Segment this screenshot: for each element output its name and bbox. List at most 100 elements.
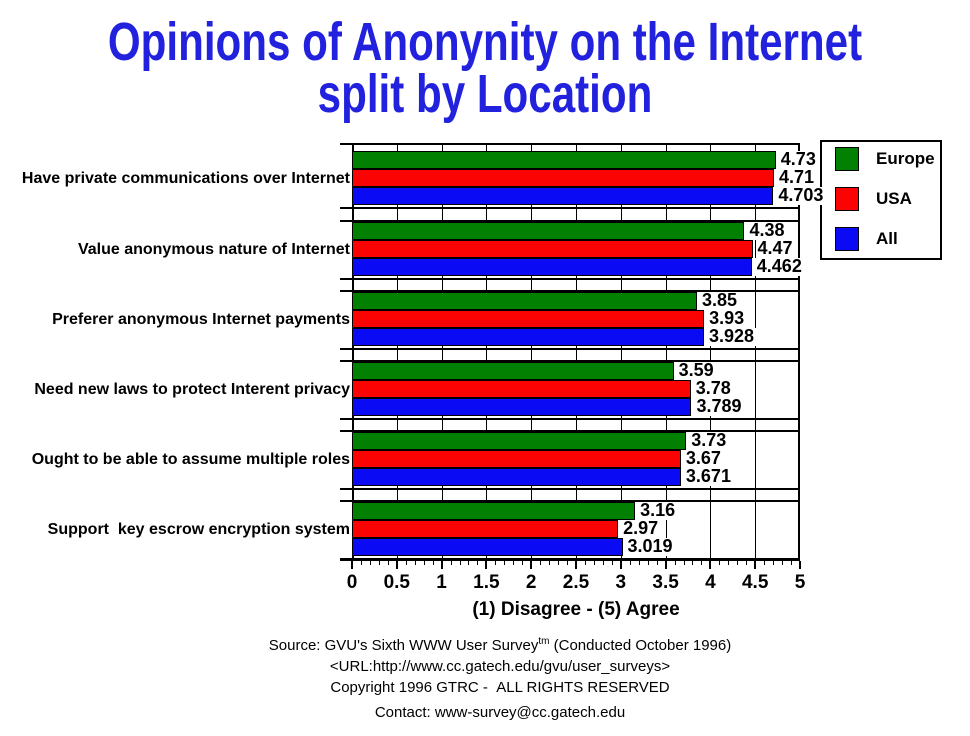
- category-label: Preferer anonymous Internet payments: [52, 311, 350, 328]
- bar-row: 4.71: [352, 168, 817, 187]
- x-axis-minor-tick: [674, 561, 676, 565]
- x-axis-minor-tick: [477, 561, 479, 565]
- x-axis-minor-tick: [405, 561, 407, 565]
- x-axis-minor-tick: [549, 561, 551, 565]
- x-axis-minor-tick: [764, 561, 766, 565]
- category-band: 4.73 4.71 4.703: [340, 143, 826, 209]
- category-band: 4.38 4.47 4.462: [340, 220, 804, 280]
- category-band: 3.73 3.67 3.671: [340, 430, 800, 490]
- x-axis-minor-tick: [450, 561, 452, 565]
- bar-value-label: 3.928: [706, 326, 756, 346]
- x-axis-major-tick: [351, 561, 353, 569]
- bar-europe: [352, 292, 697, 310]
- x-axis-tick-label: 3: [615, 572, 627, 593]
- bar-row: 3.67: [352, 449, 798, 468]
- legend-swatch-usa-icon: [835, 187, 859, 211]
- x-axis-minor-tick: [638, 561, 640, 565]
- footer-source: Source: GVU's Sixth WWW User Surveytm (C…: [30, 631, 970, 656]
- category-band: 3.85 3.93 3.928: [340, 290, 800, 350]
- bar-row: 3.671: [352, 466, 798, 486]
- chart-title-line1: Opinions of Anonynity on the Internet: [107, 12, 863, 72]
- bar-europe: [352, 222, 745, 240]
- x-axis-minor-tick: [629, 561, 631, 565]
- bar-row: 3.93: [352, 308, 798, 328]
- x-axis-major-tick: [799, 561, 801, 569]
- bar-row: 3.73: [352, 430, 798, 450]
- x-axis-tick-label: 4.5: [741, 572, 769, 593]
- footer-contact: Contact: www-survey@cc.gatech.edu: [374, 704, 626, 721]
- plot-right-border: [798, 143, 800, 560]
- bar-value-label: 3.73: [689, 430, 729, 450]
- legend-item-all: All: [835, 227, 898, 251]
- footer-copyright: Copyright 1996 GTRC - ALL RIGHTS RESERVE…: [330, 679, 670, 696]
- x-axis-minor-tick: [378, 561, 380, 565]
- bar-group: 3.85 3.93 3.928: [352, 290, 798, 346]
- x-axis-minor-tick: [593, 561, 595, 565]
- bar-all: [352, 398, 692, 416]
- x-axis-minor-tick: [567, 561, 569, 565]
- bar-row: 4.73: [352, 150, 818, 169]
- bar-europe: [352, 502, 636, 520]
- x-axis-tick-label: 4: [705, 572, 716, 593]
- x-axis-minor-tick: [387, 561, 389, 565]
- x-axis-major-tick: [664, 561, 667, 569]
- gridline: [441, 143, 443, 560]
- x-axis-major-tick: [754, 561, 757, 569]
- bar-usa: [352, 520, 619, 538]
- bar-value-label: 4.703: [776, 185, 826, 205]
- category-label: Need new laws to protect Interent privac…: [34, 381, 350, 398]
- x-axis-minor-tick: [773, 561, 775, 565]
- bar-value-label: 3.671: [683, 466, 733, 486]
- x-axis-minor-tick: [782, 561, 784, 565]
- x-axis-minor-tick: [558, 561, 560, 565]
- bar-all: [352, 187, 774, 205]
- category-band: 3.59 3.78 3.789: [340, 360, 800, 420]
- x-axis-tick-label: 1.5: [473, 572, 500, 593]
- x-axis-tick-label: 1: [436, 572, 447, 593]
- category-label: Value anonymous nature of Internet: [77, 241, 350, 258]
- x-axis-minor-tick: [540, 561, 542, 565]
- bar-value-label: 3.019: [625, 536, 675, 556]
- x-axis-minor-tick: [423, 561, 425, 565]
- x-axis-minor-tick: [791, 561, 793, 565]
- footer-source-date: (Conducted October 1996): [549, 637, 732, 654]
- bar-group: 3.73 3.67 3.671: [352, 430, 798, 486]
- x-axis-tick-label: 2: [525, 572, 537, 593]
- footer-url: <URL:http://www.cc.gatech.edu/gvu/user_s…: [329, 658, 671, 675]
- x-axis-minor-tick: [737, 561, 739, 565]
- legend-label-europe: Europe: [876, 149, 935, 168]
- bar-row: 3.019: [352, 536, 798, 556]
- bar-row: 2.97: [352, 519, 798, 538]
- x-axis-tick-label: 0: [346, 572, 358, 593]
- bar-row: 4.47: [352, 239, 798, 258]
- footer-source-tm: tm: [538, 636, 550, 647]
- legend: Europe USA All: [820, 140, 942, 260]
- bar-row: 4.462: [352, 257, 804, 276]
- bar-row: 3.59: [352, 361, 798, 380]
- bar-group: 4.73 4.71 4.703: [352, 150, 826, 205]
- x-axis-minor-tick: [719, 561, 721, 565]
- bar-group: 4.38 4.47 4.462: [352, 221, 804, 276]
- legend-swatch-europe-icon: [835, 147, 859, 171]
- x-axis-tick-label: 3.5: [652, 572, 679, 593]
- x-axis-minor-tick: [468, 561, 470, 565]
- bar-value-label: 3.93: [707, 308, 747, 328]
- bar-europe: [352, 151, 776, 169]
- gridline: [576, 143, 577, 560]
- legend-swatch-all-icon: [835, 227, 859, 251]
- legend-item-europe: Europe: [835, 147, 935, 171]
- x-axis-minor-tick: [656, 561, 658, 565]
- bar-row: 3.789: [352, 396, 798, 416]
- x-axis-tick-label: 5: [794, 572, 806, 593]
- bar-row: 3.16: [352, 501, 798, 520]
- x-axis-minor-tick: [584, 561, 586, 565]
- category-band: 3.16 2.97 3.019: [340, 500, 800, 560]
- gridline: [710, 143, 712, 560]
- category-label: Ought to be able to assume multiple role…: [31, 451, 350, 468]
- y-axis-line: [352, 143, 354, 560]
- bar-value-label: 3.789: [694, 396, 744, 416]
- bar-value-label: 3.85: [699, 290, 739, 310]
- x-axis-major-tick: [619, 561, 622, 569]
- gridline: [665, 143, 667, 560]
